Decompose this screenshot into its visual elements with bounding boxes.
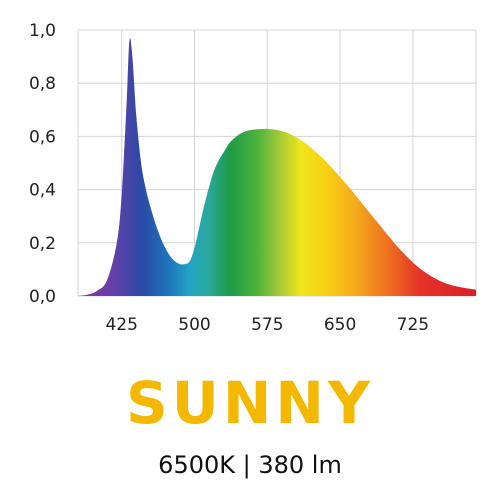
y-tick-label: 0,8 — [29, 74, 56, 94]
x-tick-label: 425 — [105, 315, 137, 335]
spectrum-chart: 0,0 0,2 0,4 0,6 0,8 1,0 425 500 575 650 725 — [29, 21, 477, 335]
y-tick-label: 0,2 — [29, 234, 56, 254]
y-tick-label: 0,0 — [29, 287, 56, 307]
x-tick-label: 575 — [251, 315, 283, 335]
product-specs: 6500K | 380 lm — [158, 451, 342, 479]
y-tick-label: 0,4 — [29, 181, 56, 201]
y-axis-ticks: 0,0 0,2 0,4 0,6 0,8 1,0 — [29, 21, 56, 307]
x-tick-label: 650 — [324, 315, 356, 335]
y-tick-label: 1,0 — [29, 21, 56, 41]
x-axis-ticks: 425 500 575 650 725 — [105, 315, 429, 335]
x-tick-label: 500 — [178, 315, 210, 335]
product-name: SUNNY — [126, 369, 374, 437]
x-tick-label: 725 — [397, 315, 429, 335]
spectrum-area — [78, 38, 476, 297]
y-tick-label: 0,6 — [29, 127, 56, 147]
